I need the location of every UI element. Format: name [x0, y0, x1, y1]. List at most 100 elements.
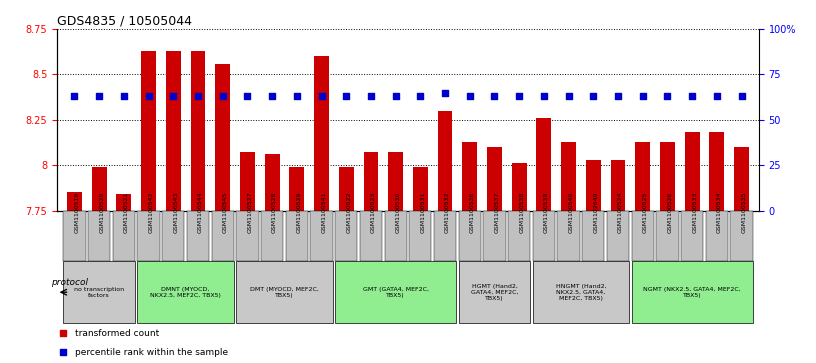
- FancyBboxPatch shape: [261, 211, 283, 261]
- Point: [315, 93, 328, 99]
- FancyBboxPatch shape: [607, 211, 629, 261]
- Text: GSM1100539: GSM1100539: [544, 191, 549, 233]
- Point: [192, 93, 205, 99]
- Point: [216, 93, 229, 99]
- FancyBboxPatch shape: [335, 211, 357, 261]
- Point: [512, 93, 526, 99]
- FancyBboxPatch shape: [582, 211, 605, 261]
- Text: DMNT (MYOCD,
NKX2.5, MEF2C, TBX5): DMNT (MYOCD, NKX2.5, MEF2C, TBX5): [150, 287, 221, 298]
- Text: GSM1100540: GSM1100540: [569, 191, 574, 233]
- Bar: [512, 163, 526, 211]
- Bar: [166, 51, 180, 211]
- FancyBboxPatch shape: [64, 211, 86, 261]
- Text: GSM1100533: GSM1100533: [692, 191, 697, 233]
- Text: GSM1100524: GSM1100524: [618, 191, 623, 233]
- FancyBboxPatch shape: [706, 211, 728, 261]
- Bar: [709, 132, 725, 211]
- Point: [365, 93, 378, 99]
- Bar: [463, 142, 477, 211]
- FancyBboxPatch shape: [410, 211, 432, 261]
- Text: GSM1100528: GSM1100528: [272, 191, 277, 233]
- Point: [538, 93, 551, 99]
- FancyBboxPatch shape: [632, 211, 654, 261]
- Point: [57, 330, 70, 336]
- Bar: [314, 56, 329, 211]
- Point: [265, 93, 278, 99]
- Text: GSM1100529: GSM1100529: [297, 191, 302, 233]
- Text: GSM1100519: GSM1100519: [74, 191, 79, 233]
- Text: GSM1100532: GSM1100532: [445, 191, 450, 233]
- Bar: [191, 51, 206, 211]
- Bar: [561, 142, 576, 211]
- Point: [611, 93, 624, 99]
- Text: GMT (GATA4, MEF2C,
TBX5): GMT (GATA4, MEF2C, TBX5): [362, 287, 428, 298]
- Text: GSM1100542: GSM1100542: [149, 191, 153, 233]
- Point: [57, 349, 70, 355]
- FancyBboxPatch shape: [656, 211, 679, 261]
- FancyBboxPatch shape: [88, 211, 110, 261]
- FancyBboxPatch shape: [681, 211, 703, 261]
- FancyBboxPatch shape: [508, 211, 530, 261]
- FancyBboxPatch shape: [459, 211, 481, 261]
- Text: NGMT (NKX2.5, GATA4, MEF2C,
TBX5): NGMT (NKX2.5, GATA4, MEF2C, TBX5): [643, 287, 741, 298]
- Bar: [413, 167, 428, 211]
- Bar: [141, 51, 156, 211]
- Bar: [290, 167, 304, 211]
- Text: GSM1100525: GSM1100525: [643, 191, 648, 233]
- Point: [92, 93, 105, 99]
- Point: [661, 93, 674, 99]
- Bar: [240, 152, 255, 211]
- FancyBboxPatch shape: [113, 211, 135, 261]
- Text: no transcription
factors: no transcription factors: [74, 287, 124, 298]
- FancyBboxPatch shape: [557, 211, 579, 261]
- Bar: [610, 160, 625, 211]
- Text: GSM1100531: GSM1100531: [420, 191, 425, 233]
- Text: percentile rank within the sample: percentile rank within the sample: [76, 348, 228, 356]
- Text: protocol: protocol: [51, 278, 88, 287]
- Bar: [536, 118, 552, 211]
- Point: [438, 90, 451, 95]
- Text: GSM1100523: GSM1100523: [371, 191, 376, 233]
- Bar: [264, 154, 280, 211]
- FancyBboxPatch shape: [360, 211, 382, 261]
- Text: GSM1102649: GSM1102649: [593, 191, 598, 233]
- Text: GSM1100537: GSM1100537: [494, 191, 499, 233]
- FancyBboxPatch shape: [730, 211, 752, 261]
- FancyBboxPatch shape: [384, 211, 406, 261]
- Bar: [339, 167, 353, 211]
- Text: HNGMT (Hand2,
NKX2.5, GATA4,
MEF2C, TBX5): HNGMT (Hand2, NKX2.5, GATA4, MEF2C, TBX5…: [556, 284, 606, 301]
- FancyBboxPatch shape: [64, 261, 135, 323]
- Text: GSM1100534: GSM1100534: [717, 191, 722, 233]
- Point: [68, 93, 81, 99]
- FancyBboxPatch shape: [237, 211, 259, 261]
- Bar: [67, 192, 82, 211]
- FancyBboxPatch shape: [434, 211, 456, 261]
- Text: GSM1100527: GSM1100527: [247, 191, 252, 233]
- Point: [414, 93, 427, 99]
- FancyBboxPatch shape: [237, 261, 333, 323]
- Point: [488, 93, 501, 99]
- Bar: [734, 147, 749, 211]
- Point: [636, 93, 650, 99]
- FancyBboxPatch shape: [632, 261, 752, 323]
- Bar: [685, 132, 699, 211]
- Point: [711, 93, 724, 99]
- Bar: [636, 142, 650, 211]
- Point: [463, 93, 477, 99]
- Text: GSM1100538: GSM1100538: [519, 191, 524, 233]
- FancyBboxPatch shape: [310, 211, 333, 261]
- Text: HGMT (Hand2,
GATA4, MEF2C,
TBX5): HGMT (Hand2, GATA4, MEF2C, TBX5): [471, 284, 518, 301]
- Point: [118, 93, 131, 99]
- Point: [562, 93, 575, 99]
- Bar: [586, 160, 601, 211]
- FancyBboxPatch shape: [286, 211, 308, 261]
- Point: [389, 93, 402, 99]
- FancyBboxPatch shape: [459, 261, 530, 323]
- Bar: [437, 111, 453, 211]
- Point: [339, 93, 353, 99]
- Point: [166, 93, 180, 99]
- Point: [142, 93, 155, 99]
- FancyBboxPatch shape: [137, 261, 234, 323]
- FancyBboxPatch shape: [211, 211, 234, 261]
- FancyBboxPatch shape: [162, 211, 184, 261]
